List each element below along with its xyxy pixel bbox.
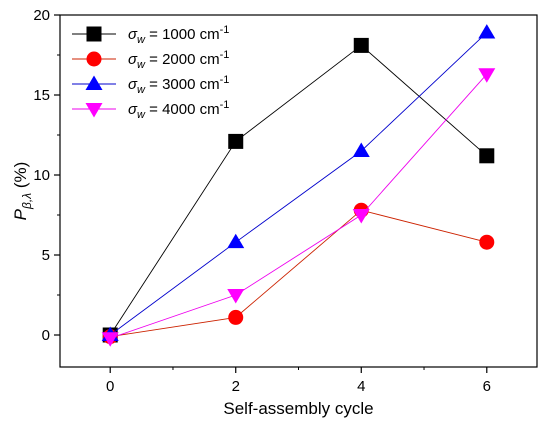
axis-ticks: 0 2 4 6 0 5 10 15 20 [33, 7, 491, 395]
data-point [479, 234, 495, 250]
x-tick-label: 4 [357, 378, 365, 395]
data-point [101, 332, 119, 347]
data-point [352, 209, 370, 224]
legend-label-text: = 4000 cm [145, 101, 220, 118]
data-point [228, 133, 244, 149]
legend-label: σw = 4000 cm-1 [128, 99, 229, 121]
x-axis-title: Self-assembly cycle [223, 399, 373, 418]
series-2 [102, 202, 495, 345]
data-point [353, 37, 369, 53]
y-tick-label: 5 [42, 247, 50, 264]
series-line [109, 44, 488, 336]
legend-label: σw = 2000 cm-1 [128, 49, 229, 71]
legend-label-subscript: w [137, 84, 146, 96]
y-axis-title-suffix: (%) [11, 162, 30, 193]
series-1 [102, 37, 495, 343]
y-tick-label: 15 [33, 87, 50, 104]
legend-label-text: = 1000 cm [145, 26, 220, 43]
legend-label-symbol: σ [128, 26, 138, 43]
x-tick-label: 6 [483, 378, 491, 395]
legend-entry: σw = 1000 cm-1 [72, 24, 229, 46]
x-tick-label: 0 [106, 378, 114, 395]
legend-label-superscript: -1 [220, 24, 230, 36]
legend-marker [85, 103, 103, 118]
series-line [110, 73, 488, 339]
data-point [479, 148, 495, 164]
series-line [109, 32, 488, 336]
legend-marker [86, 51, 102, 67]
y-axis-title: Pβ,λ (%) [11, 162, 34, 221]
series-layer [101, 24, 496, 347]
legend-label-text: = 3000 cm [145, 76, 220, 93]
legend-label-text: = 2000 cm [145, 51, 220, 68]
data-point [227, 289, 245, 304]
legend-label-subscript: w [137, 109, 146, 121]
series-4 [101, 68, 496, 347]
legend-entry: σw = 3000 cm-1 [72, 74, 229, 96]
data-point [478, 24, 496, 39]
series-line [110, 209, 487, 338]
legend-label-symbol: σ [128, 101, 138, 118]
x-tick-label: 2 [232, 378, 240, 395]
y-tick-label: 0 [42, 327, 50, 344]
legend-label-subscript: w [137, 59, 146, 71]
series-3 [101, 24, 496, 341]
legend: σw = 1000 cm-1σw = 2000 cm-1σw = 3000 cm… [72, 24, 229, 121]
legend-label: σw = 3000 cm-1 [128, 74, 229, 96]
y-tick-label: 10 [33, 167, 50, 184]
y-axis-title-base: P [11, 208, 30, 220]
data-point [227, 233, 245, 249]
data-point [352, 142, 370, 157]
legend-label-superscript: -1 [220, 74, 230, 86]
y-tick-label: 20 [33, 7, 50, 24]
y-axis-title-subscript: β,λ [20, 193, 34, 210]
legend-label-symbol: σ [128, 51, 138, 68]
data-point [478, 68, 496, 83]
legend-marker [86, 26, 102, 42]
legend-label-superscript: -1 [220, 49, 230, 61]
legend-entry: σw = 4000 cm-1 [72, 99, 229, 121]
legend-marker [85, 75, 103, 90]
legend-label-symbol: σ [128, 76, 138, 93]
legend-label: σw = 1000 cm-1 [128, 24, 229, 46]
legend-label-subscript: w [137, 34, 146, 46]
data-point [228, 309, 244, 325]
legend-label-superscript: -1 [220, 99, 230, 111]
legend-entry: σw = 2000 cm-1 [72, 49, 229, 71]
